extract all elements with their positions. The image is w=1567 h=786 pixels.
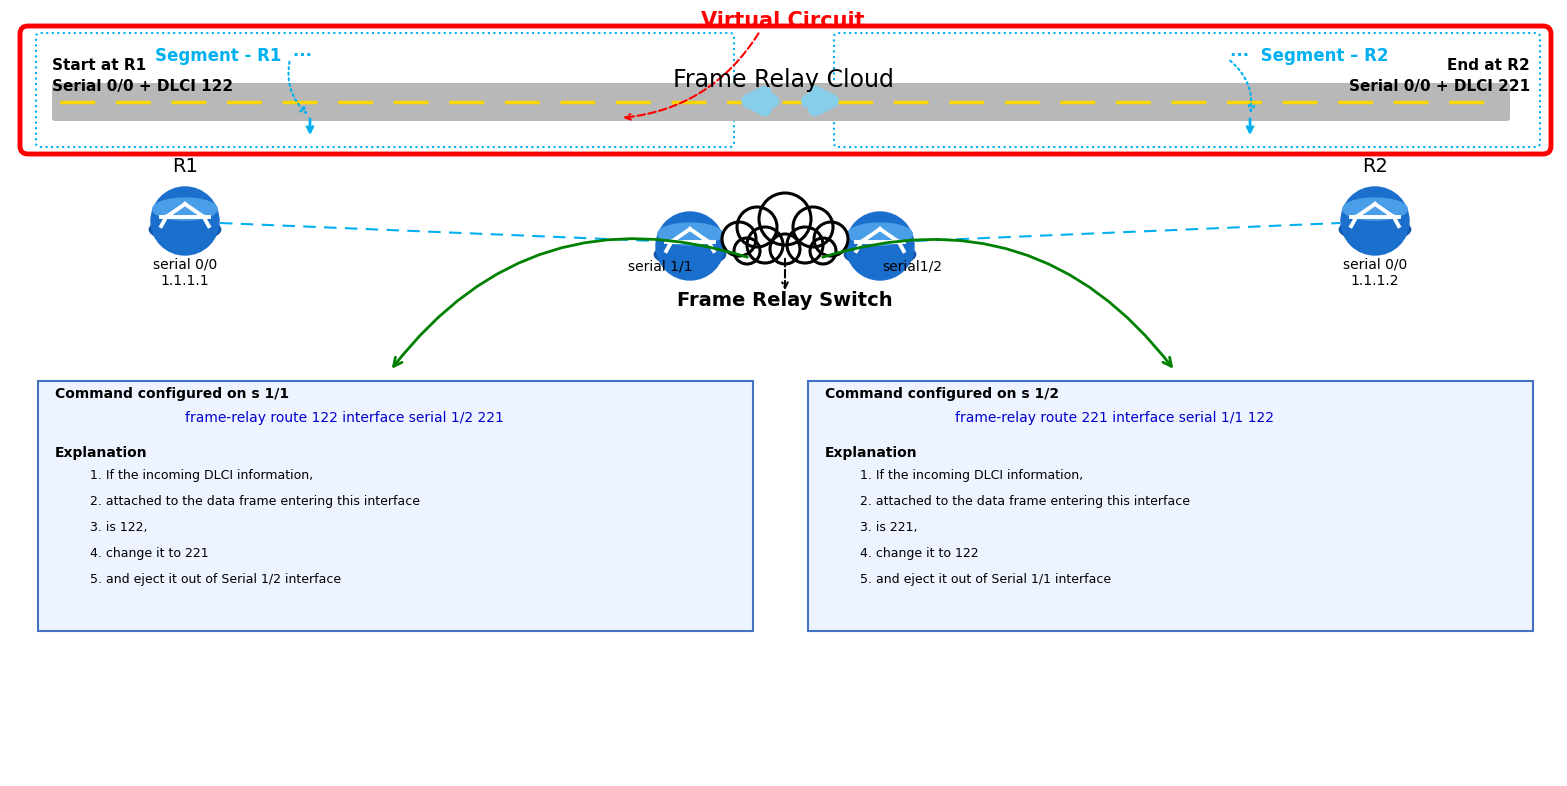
Circle shape [769,234,801,264]
Text: Explanation: Explanation [824,446,918,460]
FancyArrowPatch shape [288,62,306,112]
Circle shape [1341,187,1409,255]
Text: Serial 0/0 + DLCI 221: Serial 0/0 + DLCI 221 [1349,79,1529,94]
Text: R1: R1 [172,156,197,175]
Text: Command configured on s 1/1: Command configured on s 1/1 [55,387,290,401]
Ellipse shape [152,198,218,220]
Text: End at R2: End at R2 [1448,58,1529,74]
Text: 2. attached to the data frame entering this interface: 2. attached to the data frame entering t… [860,495,1189,509]
Text: 4. change it to 122: 4. change it to 122 [860,548,979,560]
FancyBboxPatch shape [36,33,733,147]
Ellipse shape [848,223,912,245]
Text: serial 0/0: serial 0/0 [1343,257,1407,271]
Circle shape [758,193,812,245]
Text: Frame Relay Switch: Frame Relay Switch [677,292,893,310]
Text: Start at R1: Start at R1 [52,58,146,74]
Ellipse shape [658,223,722,245]
FancyBboxPatch shape [38,381,754,631]
Text: 2. attached to the data frame entering this interface: 2. attached to the data frame entering t… [89,495,420,509]
Text: 3. is 122,: 3. is 122, [89,521,147,534]
Circle shape [793,207,834,247]
Text: 1. If the incoming DLCI information,: 1. If the incoming DLCI information, [89,469,313,483]
FancyBboxPatch shape [809,381,1533,631]
Text: Frame Relay Cloud: Frame Relay Cloud [672,68,893,92]
Ellipse shape [845,243,915,266]
FancyArrowPatch shape [823,240,1172,366]
Text: 4. change it to 221: 4. change it to 221 [89,548,208,560]
Text: Segment - R1  ···: Segment - R1 ··· [155,47,312,65]
FancyBboxPatch shape [834,33,1540,147]
Circle shape [657,212,724,280]
Text: R2: R2 [1362,156,1388,175]
Circle shape [813,222,848,256]
FancyArrowPatch shape [393,239,747,366]
Text: frame-relay route 122 interface serial 1/2 221: frame-relay route 122 interface serial 1… [185,411,505,425]
Ellipse shape [149,218,221,241]
Circle shape [846,212,914,280]
Ellipse shape [1343,198,1407,220]
Text: serial 0/0: serial 0/0 [154,257,218,271]
Text: Command configured on s 1/2: Command configured on s 1/2 [824,387,1059,401]
Text: Virtual Circuit: Virtual Circuit [700,11,865,31]
Text: ···  Segment – R2: ··· Segment – R2 [1230,47,1388,65]
Text: 3. is 221,: 3. is 221, [860,521,918,534]
Text: serial1/2: serial1/2 [882,259,942,273]
Circle shape [722,222,755,256]
FancyArrowPatch shape [1230,61,1254,111]
Text: 5. and eject it out of Serial 1/1 interface: 5. and eject it out of Serial 1/1 interf… [860,574,1111,586]
FancyBboxPatch shape [52,83,1511,121]
Text: 5. and eject it out of Serial 1/2 interface: 5. and eject it out of Serial 1/2 interf… [89,574,342,586]
FancyBboxPatch shape [20,26,1551,154]
Circle shape [150,187,219,255]
Text: serial 1/1: serial 1/1 [628,259,693,273]
Text: frame-relay route 221 interface serial 1/1 122: frame-relay route 221 interface serial 1… [954,411,1274,425]
Ellipse shape [1340,218,1410,241]
Text: Explanation: Explanation [55,446,147,460]
Text: 1.1.1.1: 1.1.1.1 [161,274,210,288]
Circle shape [747,227,784,263]
Circle shape [787,227,823,263]
Circle shape [736,207,777,247]
Circle shape [733,238,760,264]
Text: 1. If the incoming DLCI information,: 1. If the incoming DLCI information, [860,469,1083,483]
Circle shape [810,238,837,264]
Ellipse shape [655,243,726,266]
Text: Serial 0/0 + DLCI 122: Serial 0/0 + DLCI 122 [52,79,233,94]
Text: 1.1.1.2: 1.1.1.2 [1351,274,1399,288]
